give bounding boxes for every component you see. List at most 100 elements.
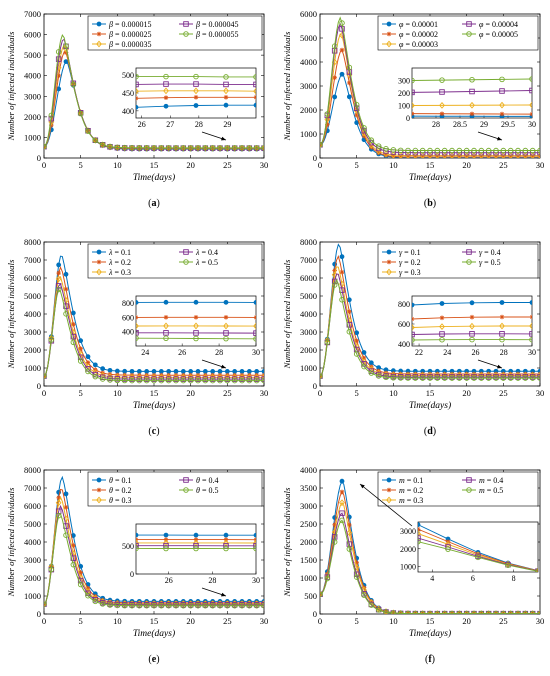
y-tick-label-d: 4000 <box>300 309 317 319</box>
y-axis-label-c: Number of infected individuals <box>6 259 16 369</box>
inset-x-tick-label-c: 28 <box>215 348 223 357</box>
legend-value: 0.5 <box>208 486 218 495</box>
series-marker-e-4 <box>239 602 245 609</box>
inset-y-tick-label-b: 300 <box>398 77 410 86</box>
legend-value: 0.1 <box>121 248 131 257</box>
series-marker-c-0 <box>173 369 179 374</box>
series-marker-a-0 <box>63 59 69 65</box>
series-marker-c-0 <box>195 369 201 374</box>
y-tick-label-a: 0 <box>37 153 41 163</box>
series-marker-e-4 <box>180 602 187 609</box>
series-marker-d-1 <box>420 371 425 377</box>
legend-eq: = <box>405 486 414 495</box>
series-marker-e-4 <box>107 602 113 608</box>
series-marker-c-2 <box>99 372 106 379</box>
inset-x-tick-label-a: 26 <box>138 120 146 129</box>
series-line-c-2 <box>44 275 264 378</box>
series-marker-e-2 <box>55 499 62 507</box>
series-marker-d-1 <box>391 371 396 376</box>
legend-eq: = <box>112 248 121 257</box>
series-marker-f-4 <box>537 610 540 614</box>
series-marker-e-4 <box>209 602 216 609</box>
series-marker-a-4 <box>195 145 201 151</box>
series-marker-f-4 <box>383 609 389 614</box>
series-marker-a-3 <box>55 56 62 62</box>
panel-label-paren: ) <box>433 426 436 437</box>
series-marker-b-4 <box>537 147 540 154</box>
legend-symbol: β <box>108 20 113 29</box>
y-tick-label-f: 2500 <box>300 519 317 529</box>
legend-marker-e <box>183 477 189 483</box>
series-marker-c-4 <box>180 377 187 384</box>
panel-label-letter: d <box>427 426 433 437</box>
series-marker-f-2 <box>419 610 426 614</box>
series-marker-d-1 <box>493 371 499 377</box>
legend-eq: = <box>200 20 209 29</box>
inset-arrow-head-c <box>221 364 226 369</box>
legend-entry-f-2: m = 0.3 <box>399 496 423 505</box>
legend-entry-d-4: γ = 0.5 <box>479 258 501 267</box>
x-tick-label-c: 20 <box>186 388 195 398</box>
series-marker-e-2 <box>180 600 187 608</box>
series-marker-b-1 <box>413 154 418 158</box>
inset-y-tick-label-a: 500 <box>122 71 134 80</box>
inset-x-tick-label-a: 29 <box>223 120 231 129</box>
series-marker-b-1 <box>391 154 396 158</box>
legend-entry-f-0: m = 0.1 <box>399 476 423 485</box>
series-marker-e-4 <box>63 532 69 538</box>
legend-eq: = <box>483 30 492 39</box>
legend-marker-d <box>386 249 392 255</box>
inset-marker-c-0 <box>253 300 256 305</box>
legend-eq: = <box>402 268 411 277</box>
series-marker-f-2 <box>397 609 404 614</box>
legend-symbol: φ <box>399 30 404 39</box>
inset-marker-f-2 <box>418 530 421 538</box>
series-marker-c-2 <box>44 372 47 380</box>
series-marker-b-4 <box>324 111 331 117</box>
panel-label-paren: ( <box>148 198 152 209</box>
y-tick-label-d: 6000 <box>300 273 317 283</box>
legend-symbol: γ <box>479 258 483 267</box>
series-marker-e-4 <box>70 561 77 568</box>
inset-marker-a-0 <box>253 102 256 108</box>
series-marker-c-0 <box>217 369 223 374</box>
series-marker-c-0 <box>122 368 128 374</box>
y-tick-label-b: 1000 <box>300 129 317 139</box>
legend-symbol: θ <box>109 476 113 485</box>
series-marker-b-1 <box>398 154 403 158</box>
inset-line-b-3 <box>412 90 532 93</box>
series-marker-b-4 <box>427 147 433 154</box>
series-line-c-4 <box>44 288 264 382</box>
series-marker-b-1 <box>471 154 477 158</box>
series-marker-f-2 <box>339 499 345 507</box>
series-marker-d-1 <box>449 371 455 377</box>
y-tick-label-e: 3000 <box>24 555 41 565</box>
legend-value: 0.5 <box>208 258 218 267</box>
legend-entry-c-0: λ = 0.1 <box>108 248 131 257</box>
panel-label-letter: c <box>152 426 157 437</box>
series-marker-c-4 <box>55 286 62 293</box>
inset-x-tick-label-b: 29 <box>480 120 488 129</box>
panel-label-letter: b <box>427 198 433 209</box>
inset-marker-a-2 <box>223 87 229 95</box>
series-marker-f-2 <box>456 610 463 614</box>
y-tick-label-f: 1000 <box>300 573 317 583</box>
y-tick-label-c: 6000 <box>24 273 41 283</box>
legend-eq: = <box>483 20 492 29</box>
y-axis-label-a: Number of infected individuals <box>6 31 16 141</box>
series-marker-d-4 <box>419 375 426 381</box>
series-marker-c-4 <box>136 377 143 384</box>
inset-line-d-2 <box>412 325 532 328</box>
legend-marker-a <box>96 21 102 27</box>
legend-symbol: γ <box>399 258 403 267</box>
series-group-f <box>320 478 540 614</box>
legend-marker-c <box>96 268 102 276</box>
inset-arrow-head-e <box>221 592 226 597</box>
series-group-e <box>44 475 264 609</box>
legend-eq: = <box>113 20 122 29</box>
inset-marker-d-0 <box>499 300 505 305</box>
series-marker-c-4 <box>143 377 150 384</box>
y-tick-label-c: 5000 <box>24 291 41 301</box>
series-line-e-4 <box>44 512 264 607</box>
legend-entry-e-2: θ = 0.3 <box>109 496 131 505</box>
